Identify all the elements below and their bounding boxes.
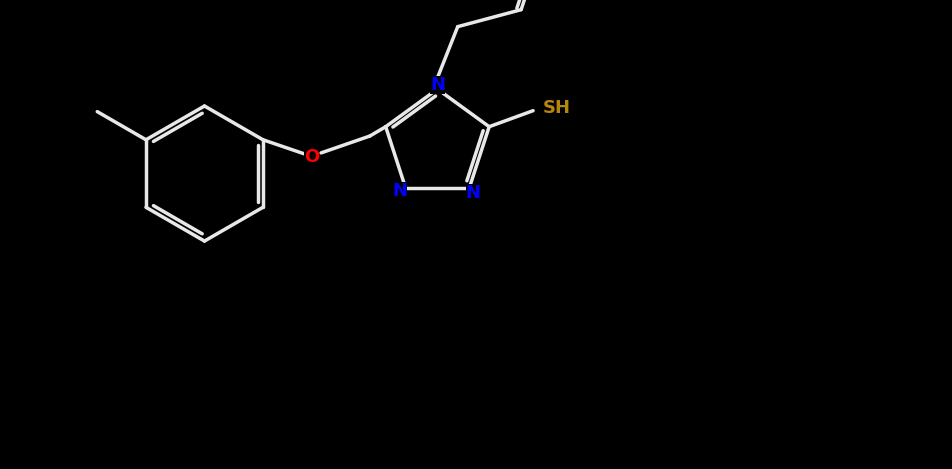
Text: O: O bbox=[304, 148, 319, 166]
Text: SH: SH bbox=[542, 99, 570, 117]
Text: N: N bbox=[466, 184, 480, 202]
Text: N: N bbox=[392, 182, 407, 200]
Text: N: N bbox=[429, 76, 445, 94]
